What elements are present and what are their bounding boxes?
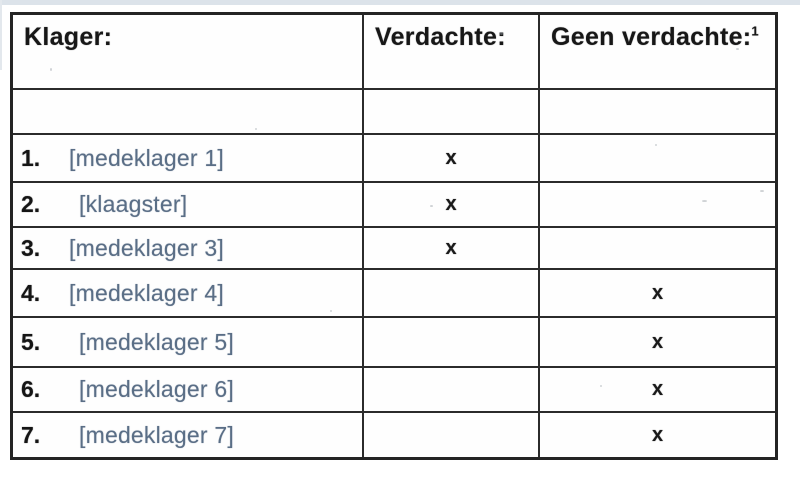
- row-name-anonymized: [medeklager 3]: [69, 234, 224, 261]
- scan-speckle: [430, 205, 433, 207]
- row-number: 5.: [21, 328, 41, 355]
- table-cell-empty: [364, 90, 540, 135]
- scan-speckle: [655, 144, 657, 146]
- table-row-klager: 1. [medeklager 1]: [13, 135, 364, 183]
- mark-verdachte: [364, 318, 540, 368]
- mark-geen-verdachte: [540, 183, 775, 228]
- scan-speckle: [330, 310, 332, 312]
- scan-edge-left: [0, 0, 2, 70]
- table-row-klager: 7. [medeklager 7]: [13, 413, 364, 457]
- mark-verdachte: x: [364, 183, 540, 228]
- header-geen-verdachte: Geen verdachte:1: [540, 15, 775, 90]
- scan-speckle: [702, 200, 707, 202]
- row-name-anonymized: [medeklager 1]: [69, 144, 224, 171]
- mark-verdachte: [364, 270, 540, 318]
- row-name-anonymized: [medeklager 5]: [79, 328, 234, 355]
- table-cell-empty: [540, 90, 775, 135]
- mark-geen-verdachte: x: [540, 368, 775, 413]
- scan-edge-strip: [0, 0, 800, 5]
- scan-speckle: [736, 48, 739, 50]
- row-name-anonymized: [medeklager 7]: [79, 421, 234, 448]
- header-klager-label: Klager:: [24, 23, 113, 51]
- row-number: 7.: [21, 421, 41, 448]
- table-row-klager: 6. [medeklager 6]: [13, 368, 364, 413]
- mark-geen-verdachte: x: [540, 270, 775, 318]
- row-number: 3.: [21, 234, 41, 261]
- mark-verdachte: [364, 413, 540, 457]
- mark-geen-verdachte: x: [540, 318, 775, 368]
- scan-speckle: [600, 385, 602, 387]
- mark-verdachte: x: [364, 228, 540, 270]
- footnote-marker: 1: [751, 23, 759, 39]
- mark-verdachte: x: [364, 135, 540, 183]
- header-klager: Klager:: [13, 15, 364, 90]
- row-number: 1.: [21, 144, 41, 171]
- scan-speckle: [50, 68, 52, 71]
- header-verdachte-label: Verdachte:: [375, 23, 506, 51]
- row-number: 4.: [21, 279, 41, 306]
- row-name-anonymized: [klaagster]: [79, 191, 188, 217]
- header-geen-verdachte-label: Geen verdachte:: [551, 23, 752, 51]
- table-row-klager: 2. [klaagster]: [13, 183, 364, 228]
- header-verdachte: Verdachte:: [364, 15, 540, 90]
- row-name-anonymized: [medeklager 6]: [79, 376, 234, 402]
- scan-speckle: [255, 128, 257, 130]
- table-cell-empty: [13, 90, 364, 135]
- scan-speckle: [760, 190, 764, 192]
- scan-speckle: [500, 32, 503, 35]
- table-row-klager: 5. [medeklager 5]: [13, 318, 364, 368]
- table-row-klager: 3. [medeklager 3]: [13, 228, 364, 270]
- klager-verdachte-table: Klager: Verdachte: Geen verdachte:1 1. […: [10, 12, 778, 460]
- row-name-anonymized: [medeklager 4]: [69, 279, 224, 306]
- mark-geen-verdachte: x: [651, 423, 664, 446]
- row-number: 2.: [21, 191, 41, 217]
- mark-verdachte: [364, 368, 540, 413]
- mark-geen-verdachte: [540, 135, 775, 183]
- table-row-klager: 4. [medeklager 4]: [13, 270, 364, 318]
- mark-geen-verdachte: [540, 228, 775, 270]
- row-number: 6.: [21, 376, 41, 402]
